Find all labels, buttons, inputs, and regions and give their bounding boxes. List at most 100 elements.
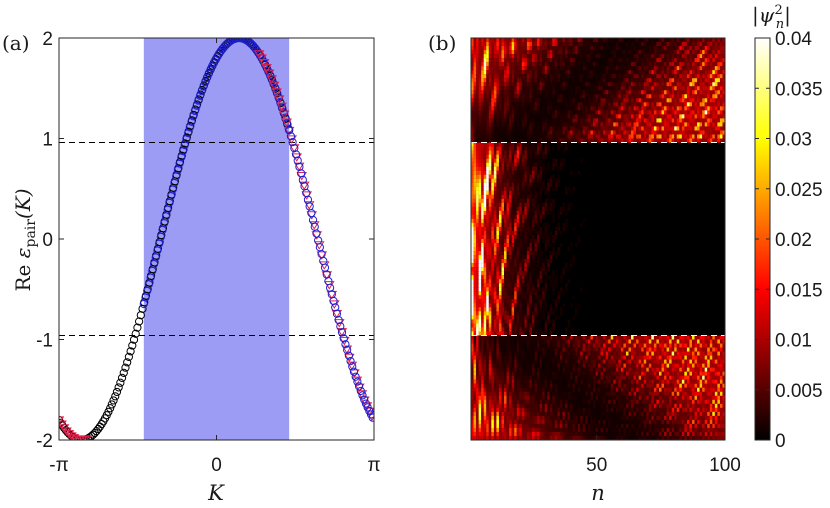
heat-cell: [524, 279, 528, 284]
heat-cell: [669, 98, 672, 103]
heat-cell: [486, 42, 489, 47]
heat-cell: [496, 202, 500, 207]
heat-cell: [562, 335, 566, 340]
heat-cell: [559, 106, 563, 111]
heat-cell: [564, 134, 568, 139]
heat-cell: [699, 70, 703, 75]
heat-cell: [549, 46, 553, 51]
heat-cell: [547, 38, 550, 43]
marker-point: [270, 83, 280, 92]
heat-cell: [552, 214, 555, 220]
heat-cell: [625, 54, 629, 59]
heat-cell: [471, 82, 474, 87]
heat-cell: [575, 138, 578, 143]
heat-cell: [483, 234, 487, 240]
heat-cell: [483, 307, 487, 312]
heat-cell: [483, 291, 487, 296]
heat-cell: [719, 94, 723, 99]
heat-cell: [666, 339, 670, 344]
heat-cell: [676, 110, 680, 115]
heat-cell: [641, 106, 644, 111]
heat-cell: [521, 339, 525, 344]
heat-cell: [534, 339, 538, 344]
heat-cell: [714, 110, 718, 115]
heat-cell: [559, 126, 563, 131]
heat-cell: [564, 347, 568, 352]
heat-cell: [638, 66, 642, 71]
heat-cell: [608, 106, 611, 111]
heat-cell: [646, 118, 649, 123]
heat-cell: [471, 222, 474, 228]
heat-cell: [638, 130, 642, 135]
heat-cell: [486, 186, 489, 191]
heat-cell: [496, 335, 500, 340]
heat-cell: [620, 134, 624, 139]
heat-cell: [658, 343, 662, 348]
heat-cell: [476, 50, 479, 55]
heat-cell: [658, 106, 662, 111]
heat-cell: [714, 94, 718, 99]
heat-cell: [483, 146, 487, 151]
heat-cell: [605, 86, 609, 91]
heat-cell: [504, 202, 507, 207]
heat-cell: [679, 134, 682, 139]
heat-cell: [542, 315, 545, 320]
heat-cell: [539, 194, 543, 199]
heat-cell: [562, 303, 566, 308]
heat-cell: [684, 122, 688, 127]
heat-cell: [478, 194, 482, 199]
heat-cell: [671, 118, 675, 123]
heat-cell: [547, 226, 550, 232]
heat-cell: [491, 283, 495, 288]
heat-cell: [707, 122, 710, 127]
heat-cell: [557, 146, 561, 151]
heat-cell: [669, 58, 672, 63]
heat-cell: [486, 102, 489, 107]
marker-point: [263, 69, 275, 79]
heat-cell: [519, 138, 522, 143]
heat-cell: [476, 78, 479, 83]
heat-cell: [582, 78, 586, 83]
heat-cell: [471, 142, 474, 147]
heat-cell: [514, 283, 517, 288]
heat-cell: [504, 263, 507, 268]
heat-cell: [646, 335, 649, 340]
heat-cell: [709, 86, 713, 91]
heat-cell: [643, 114, 647, 119]
heat-cell: [697, 82, 700, 87]
heat-cell: [633, 66, 637, 71]
heat-cell: [498, 299, 502, 304]
heat-cell: [506, 202, 510, 207]
heat-cell: [496, 46, 500, 51]
heat-cell: [681, 339, 685, 344]
heat-cell: [542, 307, 545, 312]
heat-cell: [481, 287, 484, 292]
heat-cell: [471, 206, 474, 212]
heat-cell: [618, 130, 622, 135]
heat-cell: [598, 122, 601, 127]
heat-cell: [486, 299, 489, 304]
heat-cell: [471, 186, 474, 191]
heat-cell: [623, 106, 627, 111]
heat-cell: [526, 234, 530, 240]
heat-cell: [493, 54, 497, 59]
heat-cell: [689, 90, 693, 95]
heat-cell: [514, 182, 517, 187]
heat-cell: [501, 194, 505, 199]
heat-cell: [504, 106, 507, 111]
heat-cell: [631, 110, 634, 115]
heat-cell: [529, 170, 533, 175]
heat-cell: [567, 138, 571, 143]
heat-cell: [542, 331, 545, 336]
heat-cell: [526, 339, 530, 344]
heat-cell: [516, 275, 520, 280]
heat-cell: [671, 98, 675, 103]
heat-cell: [471, 58, 474, 63]
heat-cell: [519, 239, 522, 244]
heat-cell: [631, 78, 634, 83]
heat-cell: [506, 323, 510, 328]
heat-cell: [504, 38, 507, 43]
heat-cell: [514, 198, 517, 203]
heat-cell: [524, 62, 528, 67]
